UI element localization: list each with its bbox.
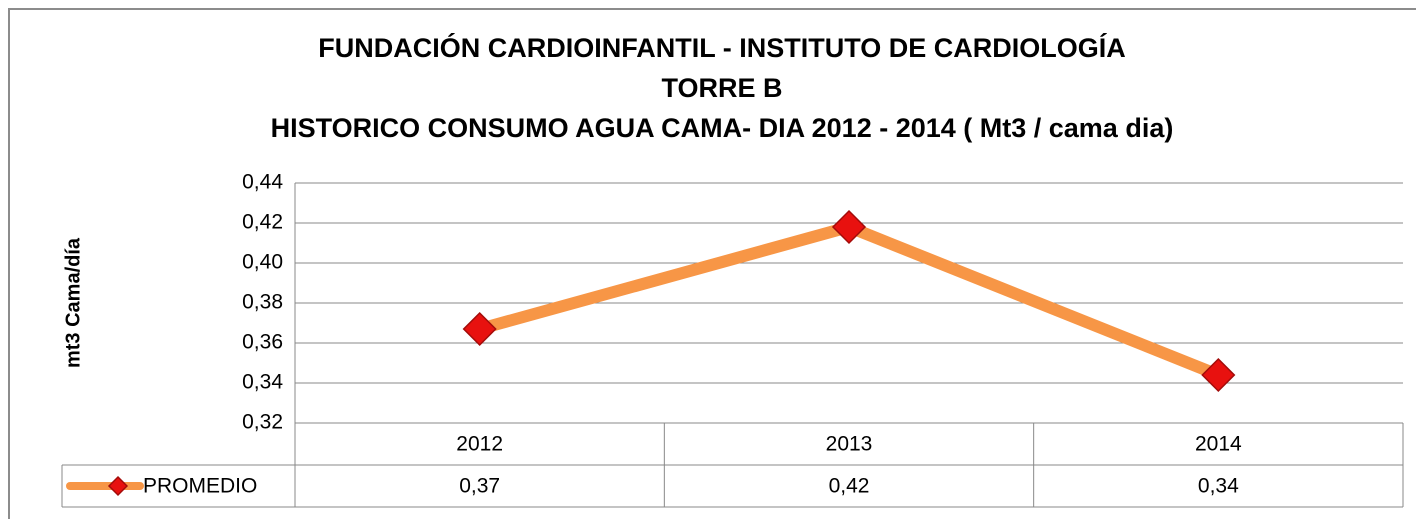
y-tick-label: 0,32	[242, 411, 283, 434]
y-tick-label: 0,36	[242, 331, 283, 354]
marker	[107, 475, 129, 497]
y-tick-label: 0,34	[242, 371, 283, 394]
x-tick-label: 2014	[1195, 433, 1242, 456]
x-tick-label: 2013	[826, 433, 873, 456]
y-tick-label: 0,40	[242, 251, 283, 274]
y-axis-label: mt3 Cama/día	[62, 237, 84, 368]
chart-title: HISTORICO CONSUMO AGUA CAMA- DIA 2012 - …	[271, 113, 1174, 143]
marker	[831, 209, 867, 245]
y-tick-label: 0,44	[242, 171, 283, 194]
x-tick-label: 2012	[456, 433, 503, 456]
marker	[462, 311, 497, 347]
table-value: 0,37	[459, 475, 500, 498]
legend-label: PROMEDIO	[143, 475, 257, 498]
chart-title: TORRE B	[661, 73, 782, 103]
table-value: 0,42	[829, 475, 870, 498]
table-value: 0,34	[1198, 475, 1239, 498]
y-tick-label: 0,38	[242, 291, 283, 314]
chart-title: FUNDACIÓN CARDIOINFANTIL - INSTITUTO DE …	[318, 32, 1125, 63]
marker	[1201, 357, 1236, 393]
y-tick-label: 0,42	[242, 211, 283, 234]
